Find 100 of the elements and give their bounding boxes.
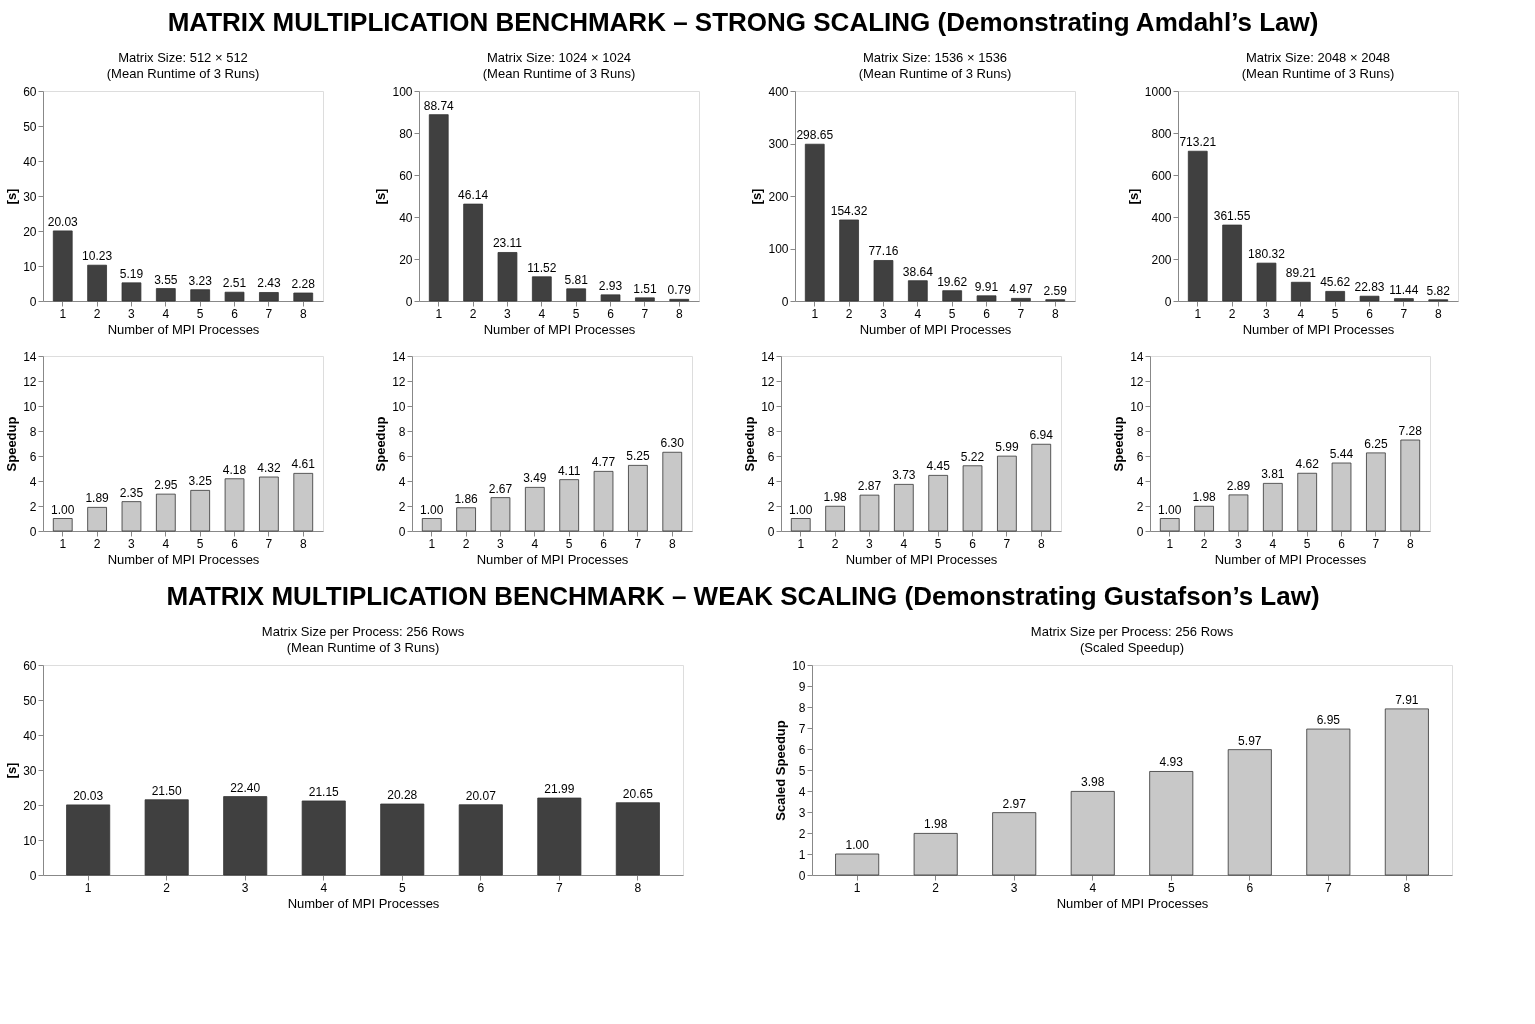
x-tick-label: 6	[1338, 536, 1346, 551]
data-label: 5.97	[1238, 733, 1262, 748]
x-tick-label: 3	[241, 880, 249, 895]
x-tick-label: 1	[1194, 306, 1202, 321]
data-label: 19.62	[937, 274, 968, 289]
x-tick-label: 6	[983, 306, 991, 321]
y-tick-label: 400	[768, 84, 789, 99]
data-label: 298.65	[796, 128, 834, 143]
bar	[1359, 295, 1380, 302]
y-tick-label: 4	[1136, 474, 1144, 489]
bar	[928, 474, 949, 532]
y-axis-title: [s]	[4, 188, 20, 205]
bar	[1194, 505, 1214, 532]
x-tick-label: 2	[469, 306, 477, 321]
bar	[992, 812, 1037, 876]
y-tick-label: 0	[29, 868, 37, 883]
data-label: 1.00	[51, 502, 75, 517]
bar	[635, 297, 655, 302]
data-label: 1.86	[454, 491, 479, 506]
x-tick-label: 4	[162, 536, 170, 551]
y-tick-label: 60	[399, 168, 413, 183]
data-label: 4.18	[222, 462, 247, 477]
bar	[790, 518, 811, 532]
bar	[293, 292, 314, 302]
x-tick-label: 6	[231, 306, 239, 321]
x-tick-label: 2	[1228, 306, 1236, 321]
x-axis-title: Number of MPI Processes	[287, 895, 440, 911]
bar	[893, 483, 914, 532]
bar	[1384, 708, 1429, 876]
chart-title: Matrix Size per Process: 256 Rows	[1030, 624, 1234, 639]
bar	[537, 797, 582, 876]
data-label: 1.98	[924, 817, 948, 832]
bar	[942, 290, 963, 302]
y-tick-label: 30	[23, 763, 37, 778]
y-tick-label: 10	[23, 259, 37, 274]
x-tick-label: 4	[538, 306, 546, 321]
y-axis-title: Scaled Speedup	[773, 720, 789, 821]
bar	[301, 800, 346, 876]
chart-title: Matrix Size: 2048 × 2048	[1245, 50, 1391, 65]
x-tick-label: 7	[265, 306, 273, 321]
data-label: 7.91	[1395, 692, 1419, 707]
y-tick-label: 10	[23, 833, 37, 848]
x-tick-label: 3	[866, 536, 874, 551]
data-label: 3.73	[892, 468, 916, 483]
data-label: 1.98	[1192, 490, 1217, 505]
x-tick-label: 2	[93, 536, 101, 551]
y-tick-label: 10	[23, 399, 37, 414]
x-axis-title: Number of MPI Processes	[476, 551, 629, 567]
data-label: 2.87	[857, 479, 882, 494]
bar	[66, 804, 111, 876]
y-tick-label: 4	[767, 474, 775, 489]
y-tick-label: 5	[798, 763, 806, 778]
text: MATRIX MULTIPLICATION BENCHMARK – STRONG SCALING (Demonstrating Amdahl’s Law)	[167, 7, 1319, 37]
bar	[1228, 494, 1249, 532]
bar	[1159, 518, 1180, 532]
data-label: 23.11	[492, 236, 523, 251]
bar	[155, 493, 176, 532]
data-label: 3.98	[1081, 775, 1105, 790]
x-tick-label: 4	[1297, 306, 1305, 321]
y-tick-label: 40	[399, 210, 413, 225]
x-tick-label: 7	[555, 880, 563, 895]
bar	[1149, 771, 1194, 876]
x-tick-label: 4	[320, 880, 328, 895]
data-label: 20.28	[387, 788, 418, 803]
bar	[566, 288, 587, 302]
data-label: 21.15	[308, 784, 340, 799]
bar	[1366, 452, 1386, 532]
x-tick-label: 8	[299, 306, 307, 321]
bar	[859, 494, 880, 532]
data-label: 6.95	[1316, 713, 1341, 728]
chart-subtitle: (Mean Runtime of 3 Runs)	[858, 66, 1012, 81]
x-axis-title: Number of MPI Processes	[1214, 551, 1367, 567]
data-label: 2.93	[598, 278, 623, 293]
y-tick-label: 14	[392, 349, 406, 364]
x-tick-label: 3	[128, 306, 136, 321]
data-label: 4.93	[1159, 755, 1184, 770]
bar	[628, 464, 648, 532]
x-tick-label: 1	[853, 880, 861, 895]
x-tick-label: 8	[675, 306, 683, 321]
data-label: 21.50	[151, 783, 183, 798]
data-label: 22.83	[1354, 280, 1385, 295]
data-label: 4.11	[557, 463, 581, 478]
x-axis-title: Number of MPI Processes	[845, 551, 998, 567]
y-tick-label: 0	[29, 294, 37, 309]
chart-subtitle: (Mean Runtime of 3 Runs)	[106, 66, 260, 81]
data-label: 4.61	[291, 457, 316, 472]
data-label: 3.25	[188, 474, 213, 489]
data-label: 4.97	[1009, 282, 1033, 297]
x-tick-label: 5	[196, 536, 204, 551]
bar	[190, 289, 211, 302]
y-tick-label: 40	[23, 728, 37, 743]
data-label: 4.45	[926, 459, 951, 474]
y-tick-label: 4	[398, 474, 406, 489]
data-label: 2.95	[154, 478, 178, 493]
x-tick-label: 8	[634, 880, 642, 895]
data-label: 1.00	[845, 838, 870, 852]
y-tick-label: 10	[792, 658, 806, 673]
x-tick-label: 6	[477, 880, 485, 895]
y-tick-label: 12	[761, 374, 775, 389]
chart-title: Matrix Size: 1024 × 1024	[486, 50, 632, 65]
